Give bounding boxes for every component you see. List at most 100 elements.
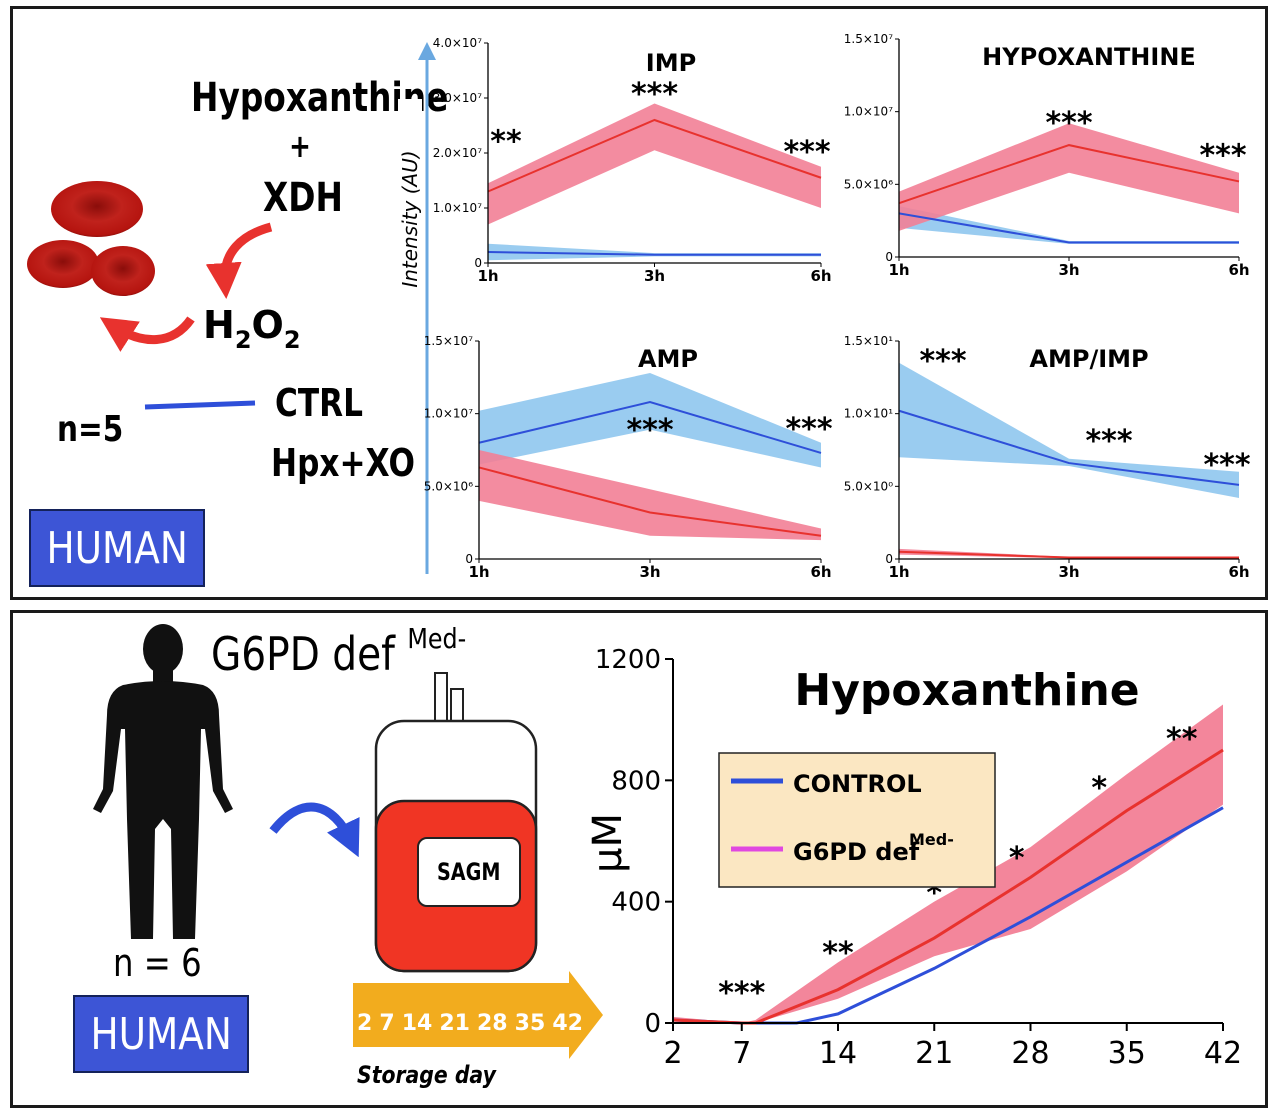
h2o2-sub2: 2 xyxy=(283,326,301,354)
y-tick-label: 0 xyxy=(474,256,482,270)
reaction-plus: + xyxy=(289,127,311,165)
significance-label: ** xyxy=(490,125,522,160)
ctrl-band xyxy=(899,206,1239,244)
treat-label: Hpx+XO xyxy=(271,441,415,485)
human-badge: HUMAN xyxy=(29,509,205,587)
y-tick-label: 1.0×10⁷ xyxy=(424,407,473,421)
chart-title: AMP/IMP xyxy=(1029,345,1148,373)
significance-label: *** xyxy=(783,135,830,170)
treat-line xyxy=(898,144,1240,205)
y-tick-label: 1.5×10¹ xyxy=(844,334,893,348)
storage-day: 21 xyxy=(439,1011,470,1036)
significance-label: *** xyxy=(1199,138,1246,173)
g6pd-title-text: G6PD def xyxy=(211,627,395,681)
reaction-enzyme: XDH xyxy=(263,175,343,221)
y-tick-label: 1.5×10⁷ xyxy=(844,32,893,46)
significance-label: *** xyxy=(919,344,966,379)
significance-label: ** xyxy=(822,936,854,971)
ctrl-band xyxy=(488,243,821,261)
g6pd-band xyxy=(673,704,1223,1023)
h2o2-o: O xyxy=(251,303,284,347)
x-tick-label: 21 xyxy=(915,1036,953,1071)
significance-label: *** xyxy=(626,413,673,448)
red-blood-cell-icon xyxy=(51,181,143,237)
y-tick-label: 0 xyxy=(885,250,893,264)
curved-arrow-icon xyxy=(269,802,360,858)
y-tick-label: 4.0×10⁷ xyxy=(433,36,482,50)
y-tick-label: 5.0×10⁶ xyxy=(424,479,473,493)
treat-line xyxy=(487,118,822,193)
small-chart-3: 0 5.0×10⁶ 1.0×10⁷ 1.5×10⁷ 1h 3h 6h AMP *** *** xyxy=(424,334,833,581)
red-blood-cell-icon xyxy=(27,240,99,288)
legend-g6pd-label: G6PD def xyxy=(793,838,920,866)
x-tick-label: 42 xyxy=(1204,1036,1242,1071)
human-badge-bottom: HUMAN xyxy=(73,995,249,1073)
g6pd-title: G6PD def Med- xyxy=(211,622,466,681)
ctrl-line xyxy=(487,251,821,256)
significance-label: *** xyxy=(718,976,765,1011)
human-badge-bottom-text: HUMAN xyxy=(90,1008,232,1060)
x-tick-label: 3h xyxy=(639,563,660,581)
y-tick-label: 1.0×10⁷ xyxy=(844,105,893,119)
storage-days-row: 2 7 14 21 28 35 42 xyxy=(357,1011,583,1036)
storage-day: 2 xyxy=(357,1011,373,1036)
significance-label: *** xyxy=(785,412,832,447)
x-tick-label: 1h xyxy=(468,563,489,581)
sagm-label-text: SAGM xyxy=(437,858,501,886)
ctrl-legend-line xyxy=(144,400,256,410)
y-tick-label: 1.5×10⁷ xyxy=(424,334,473,348)
legend-g6pd-sup: Med- xyxy=(909,830,954,849)
g6pd-title-sup: Med- xyxy=(407,622,467,655)
chart-title: AMP xyxy=(638,345,698,373)
storage-day: 42 xyxy=(552,1011,583,1036)
n-label-bottom: n = 6 xyxy=(113,941,202,985)
significance-label: * xyxy=(1009,841,1025,876)
y-tick-label: 0 xyxy=(644,1009,661,1039)
treat-line xyxy=(898,550,1239,559)
significance-label: *** xyxy=(631,77,678,112)
human-badge-text: HUMAN xyxy=(46,522,188,574)
curved-arrow-icon xyxy=(205,222,273,299)
x-tick-label: 6h xyxy=(1228,563,1249,581)
storage-day: 35 xyxy=(514,1011,546,1036)
x-tick-label: 28 xyxy=(1011,1036,1049,1071)
x-tick-label: 14 xyxy=(819,1036,857,1071)
ctrl-line xyxy=(478,401,822,454)
y-tick-label: 1.0×10⁷ xyxy=(433,201,482,215)
x-tick-label: 3h xyxy=(1058,563,1079,581)
storage-day: 14 xyxy=(401,1011,433,1036)
x-tick-label: 3h xyxy=(644,267,665,285)
x-tick-label: 1h xyxy=(888,261,909,279)
x-tick-label: 2 xyxy=(663,1036,682,1071)
y-tick-label: 1.0×10¹ xyxy=(844,407,893,421)
treat-band xyxy=(899,548,1239,559)
chart-title: Hypoxanthine xyxy=(794,665,1139,716)
h2o2-sub1: 2 xyxy=(234,326,252,354)
y-tick-label: 400 xyxy=(611,888,661,918)
ctrl-line xyxy=(898,409,1240,486)
ctrl-band xyxy=(899,362,1239,498)
significance-label: *** xyxy=(1045,106,1092,141)
significance-label: ** xyxy=(1166,722,1198,757)
reaction-illustration xyxy=(27,181,273,410)
storage-day: 28 xyxy=(477,1011,508,1036)
significance-label: * xyxy=(1091,771,1107,806)
x-tick-label: 3h xyxy=(1058,261,1079,279)
top-panel: Hypoxanthine + XDH H2O2 n=5 CTRL Hpx+XO xyxy=(10,6,1268,600)
h2o2-label: H2O2 xyxy=(203,303,301,359)
legend-control-label: CONTROL xyxy=(793,770,922,798)
small-chart-4: 0 5.0×10⁰ 1.0×10¹ 1.5×10¹ 1h 3h 6h AMP/IMP *** **… xyxy=(844,334,1251,581)
x-tick-label: 6h xyxy=(810,267,831,285)
chart-title: HYPOXANTHINE xyxy=(982,43,1196,71)
storage-day-label: Storage day xyxy=(357,1061,496,1089)
y-tick-label: 5.0×10⁰ xyxy=(844,479,893,493)
y-tick-label: 1200 xyxy=(595,645,661,675)
ctrl-label: CTRL xyxy=(275,381,363,425)
x-tick-label: 1h xyxy=(888,563,909,581)
y-axis-label: μM xyxy=(585,813,631,873)
treat-band xyxy=(488,103,821,225)
